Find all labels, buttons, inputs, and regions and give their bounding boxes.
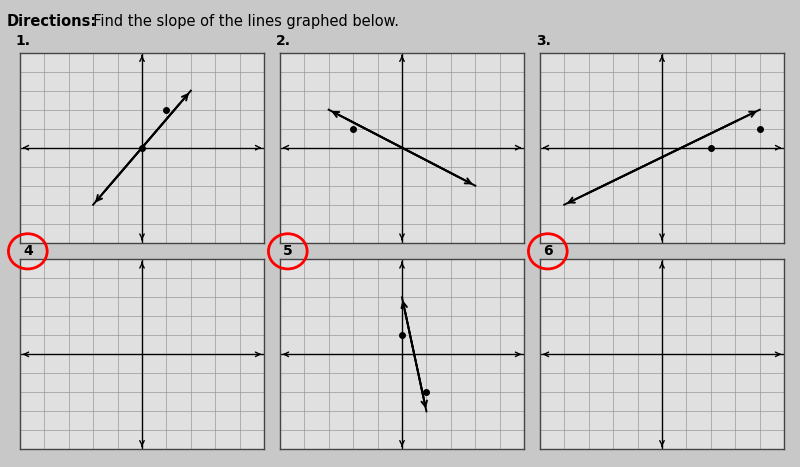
- Text: 5: 5: [283, 244, 293, 258]
- Text: 1.: 1.: [16, 34, 30, 48]
- Text: Find the slope of the lines graphed below.: Find the slope of the lines graphed belo…: [84, 14, 399, 28]
- Text: Directions:: Directions:: [6, 14, 97, 28]
- Text: 4: 4: [23, 244, 33, 258]
- Text: 3.: 3.: [536, 34, 550, 48]
- Text: 2.: 2.: [276, 34, 291, 48]
- Text: 6: 6: [543, 244, 553, 258]
